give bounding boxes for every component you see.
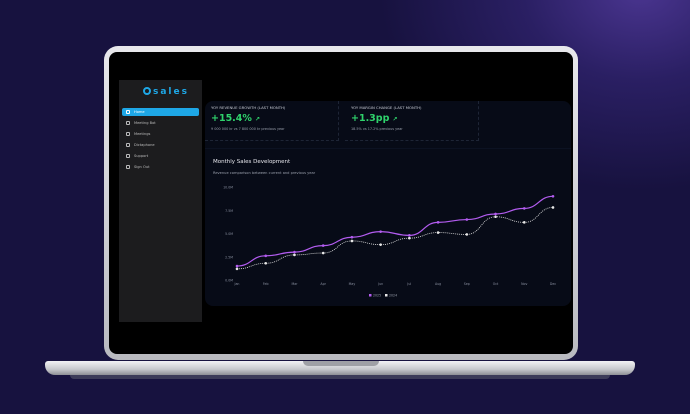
trend-up-icon: ↗ [392,116,398,123]
sidebar-item-meetings[interactable]: Meetings [122,130,199,138]
data-point-2024-Dec [551,206,555,209]
logo-q-icon [143,87,151,95]
microphone-icon [126,143,130,147]
x-tick-label: Aug [435,282,441,286]
legend-label-2025: 2025 [373,294,381,298]
data-point-2025-Mar [293,250,296,254]
data-point-2024-Jun [379,243,382,246]
data-point-2025-Jun [379,230,382,233]
kpi-sub: 9 000 000 kr vs 7 800 000 kr previous ye… [211,127,285,131]
x-tick-label: Jul [406,282,411,286]
data-point-2025-Feb [264,254,268,258]
x-tick-label: Sep [464,282,470,286]
data-point-2024-Sep [465,233,469,236]
x-tick-label: Jan [234,282,240,286]
laptop-notch [303,361,379,366]
sidebar-item-label: Meeting Bot [134,121,156,125]
data-point-2024-Aug [436,231,440,234]
people-icon [126,132,130,136]
kpi-value: +15.4% ↗ [211,113,332,124]
main-panel: YOY REVENUE GROWTH (LAST MONTH) +15.4% ↗ … [205,101,571,306]
kpi-value-text: +1.3pp [351,113,390,124]
logo-text: sales [153,87,189,97]
data-point-2025-Nov [522,207,526,210]
x-tick-label: Dec [550,282,556,286]
kpi-title: YOY MARGIN CHANGE (LAST MONTH) [351,105,422,110]
data-point-2024-Jul [408,236,411,240]
data-point-2024-Oct [494,215,497,219]
laptop-screen: sales Home Meeting Bot Meetings Dictaphone S… [109,52,573,354]
logo: sales [143,87,189,97]
home-icon [126,110,130,114]
data-point-2024-Feb [264,261,268,265]
data-point-2024-Apr [321,251,325,255]
kpi-sub: 18.5% vs 17.2% previous year [351,127,403,131]
legend-swatch-2024 [385,294,388,297]
data-point-2025-Aug [436,221,440,224]
series-line-2024 [236,207,554,270]
y-tick-label: 10.0M [223,186,233,190]
sidebar-item-sign-out[interactable]: Sign Out [122,163,199,171]
sidebar: sales Home Meeting Bot Meetings Dictaphone S… [119,80,202,322]
sidebar-item-support[interactable]: Support [122,152,199,160]
data-point-2025-Sep [465,218,469,221]
kpi-value-text: +15.4% [211,113,252,124]
laptop-base [45,361,635,375]
bot-icon [126,121,130,125]
data-point-2025-Jan [235,264,239,268]
kpi-title: YOY REVENUE GROWTH (LAST MONTH) [211,105,286,110]
sidebar-item-label: Meetings [134,132,151,136]
data-point-2024-May [350,239,354,243]
x-tick-label: Nov [521,282,527,286]
data-point-2025-Oct [494,212,497,216]
y-tick-label: 5.0M [225,232,233,236]
legend-label-2024: 2024 [389,294,397,298]
kpi-revenue-growth: YOY REVENUE GROWTH (LAST MONTH) +15.4% ↗ … [205,101,339,141]
x-tick-label: Feb [263,282,269,286]
chart-title: Monthly Sales Development [213,159,291,165]
data-point-2025-Apr [321,244,325,247]
data-point-2025-Dec [551,195,555,198]
data-point-2024-Jan [235,267,239,271]
data-point-2024-Mar [293,253,296,257]
chart-subtitle: Revenue comparison between current and p… [213,171,316,175]
sidebar-item-label: Sign Out [134,165,150,169]
x-tick-label: Apr [320,282,326,286]
y-tick-label: 0.0M [225,279,233,283]
trend-up-icon: ↗ [254,116,260,123]
x-tick-label: Mar [291,282,298,286]
legend-swatch-2025 [369,294,372,297]
sidebar-item-label: Dictaphone [134,143,155,147]
x-tick-label: Oct [493,282,499,286]
laptop-foot [70,375,610,379]
sales-chart: 0.0M 2.5M 5.0M 7.5M 10.0M Jan Feb Mar Apr May Jun J… [223,186,556,298]
x-tick-label: May [349,282,356,286]
sign-out-icon [126,165,130,169]
data-point-2024-Nov [522,221,526,224]
sidebar-item-home[interactable]: Home [122,108,199,116]
data-point-2025-Jul [408,234,411,237]
series-line-2025 [236,195,554,267]
sidebar-item-meeting-bot[interactable]: Meeting Bot [122,119,199,127]
kpi-margin-change: YOY MARGIN CHANGE (LAST MONTH) +1.3pp ↗ 1… [345,101,479,141]
y-tick-label: 2.5M [225,255,233,259]
sidebar-item-dictaphone[interactable]: Dictaphone [122,141,199,149]
y-tick-label: 7.5M [225,209,233,213]
data-point-2025-May [350,235,354,239]
help-icon [126,154,130,158]
x-tick-label: Jun [377,282,383,286]
divider [205,148,571,149]
sidebar-item-label: Support [134,154,149,158]
kpi-value: +1.3pp ↗ [351,113,472,124]
sidebar-item-label: Home [134,110,145,114]
